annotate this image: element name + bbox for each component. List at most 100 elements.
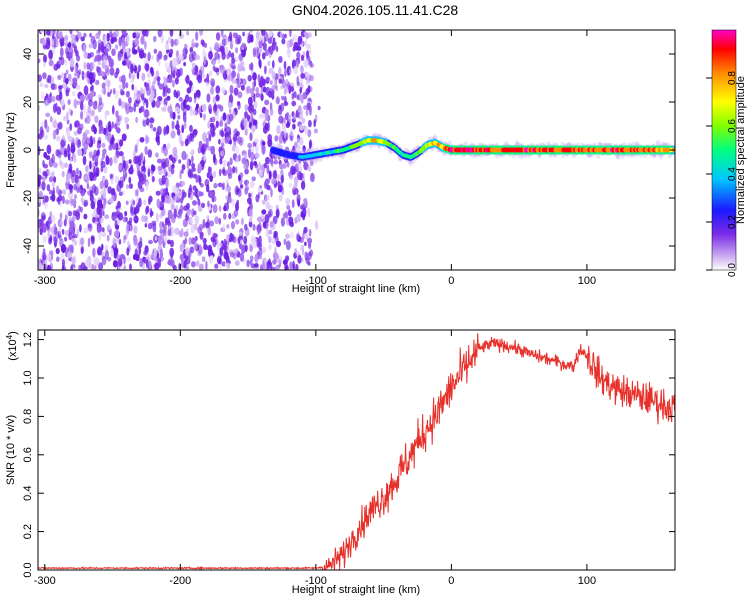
noise-speckle bbox=[254, 152, 260, 159]
noise-speckle bbox=[67, 135, 73, 142]
noise-speckle bbox=[199, 247, 203, 254]
noise-speckle bbox=[228, 113, 234, 122]
noise-speckle bbox=[249, 260, 253, 265]
noise-speckle bbox=[183, 114, 187, 123]
noise-speckle bbox=[172, 57, 177, 68]
noise-speckle bbox=[279, 31, 283, 38]
noise-speckle bbox=[159, 248, 163, 259]
noise-speckle bbox=[192, 173, 198, 179]
noise-speckle bbox=[179, 170, 182, 180]
noise-speckle bbox=[67, 251, 73, 259]
noise-speckle bbox=[221, 137, 226, 144]
noise-speckle bbox=[127, 240, 130, 246]
noise-speckle bbox=[52, 154, 55, 162]
noise-speckle bbox=[47, 253, 52, 262]
noise-speckle bbox=[76, 84, 81, 90]
noise-speckle bbox=[288, 182, 292, 188]
noise-speckle bbox=[138, 241, 143, 249]
noise-speckle bbox=[112, 32, 117, 38]
noise-speckle bbox=[285, 233, 290, 240]
noise-speckle bbox=[181, 243, 185, 251]
noise-speckle bbox=[234, 260, 240, 266]
noise-speckle bbox=[48, 176, 54, 183]
noise-speckle bbox=[303, 31, 308, 37]
noise-speckle bbox=[87, 237, 91, 248]
noise-speckle bbox=[263, 162, 268, 169]
noise-speckle bbox=[155, 212, 159, 223]
noise-speckle bbox=[38, 167, 42, 174]
noise-speckle bbox=[214, 42, 220, 51]
noise-speckle bbox=[191, 67, 196, 73]
noise-speckle bbox=[142, 262, 145, 270]
noise-speckle bbox=[218, 138, 221, 145]
noise-speckle bbox=[110, 178, 114, 185]
noise-speckle bbox=[256, 216, 263, 222]
noise-speckle bbox=[244, 111, 248, 119]
noise-speckle bbox=[147, 149, 153, 158]
noise-speckle bbox=[92, 154, 95, 162]
noise-speckle bbox=[166, 95, 171, 101]
noise-speckle bbox=[289, 30, 292, 38]
noise-speckle bbox=[169, 30, 174, 37]
noise-speckle bbox=[167, 172, 172, 178]
noise-speckle bbox=[172, 111, 176, 120]
noise-speckle bbox=[138, 172, 144, 182]
x-tick-label: -300 bbox=[34, 275, 56, 287]
noise-speckle bbox=[163, 126, 167, 136]
noise-speckle bbox=[283, 238, 287, 245]
noise-speckle bbox=[309, 139, 312, 148]
noise-speckle bbox=[226, 183, 229, 188]
noise-speckle bbox=[38, 74, 42, 82]
noise-speckle bbox=[143, 250, 148, 256]
noise-speckle bbox=[174, 187, 180, 194]
noise-speckle bbox=[289, 68, 293, 75]
noise-speckle bbox=[188, 237, 193, 246]
noise-speckle bbox=[286, 161, 290, 168]
noise-speckle bbox=[185, 74, 190, 85]
noise-speckle bbox=[231, 220, 235, 230]
noise-speckle bbox=[152, 127, 157, 132]
noise-speckle bbox=[300, 180, 306, 190]
noise-speckle bbox=[94, 186, 99, 196]
noise-speckle bbox=[186, 159, 190, 170]
noise-speckle bbox=[278, 104, 282, 110]
noise-speckle bbox=[105, 67, 110, 76]
noise-speckle bbox=[261, 199, 266, 205]
noise-speckle bbox=[198, 140, 203, 149]
noise-speckle bbox=[98, 42, 101, 53]
noise-speckle bbox=[191, 38, 195, 47]
noise-speckle bbox=[249, 160, 254, 171]
noise-speckle bbox=[102, 127, 107, 136]
noise-speckle bbox=[56, 256, 60, 262]
noise-speckle bbox=[92, 216, 96, 223]
noise-speckle bbox=[201, 202, 206, 208]
noise-speckle bbox=[71, 176, 75, 184]
noise-speckle bbox=[261, 209, 267, 215]
noise-speckle bbox=[181, 125, 184, 134]
noise-speckle bbox=[238, 139, 243, 146]
noise-speckle bbox=[224, 46, 229, 55]
noise-speckle bbox=[118, 115, 123, 122]
noise-speckle bbox=[261, 246, 267, 254]
noise-speckle bbox=[59, 47, 64, 58]
noise-speckle bbox=[229, 251, 235, 258]
noise-speckle bbox=[122, 235, 126, 244]
noise-speckle bbox=[113, 87, 116, 95]
noise-speckle bbox=[139, 137, 145, 143]
noise-speckle bbox=[288, 216, 294, 224]
noise-speckle bbox=[283, 156, 289, 164]
noise-speckle bbox=[284, 33, 287, 39]
noise-speckle bbox=[165, 178, 170, 188]
noise-speckle bbox=[313, 128, 318, 134]
noise-speckle bbox=[300, 77, 303, 84]
noise-speckle bbox=[72, 91, 75, 97]
noise-speckle bbox=[101, 256, 107, 266]
snr-panel: -300 -200 -100 0 100 0.0 0.2 0.4 0.6 0.8 1.0 1.2 H… bbox=[5, 329, 676, 596]
noise-speckle bbox=[67, 143, 70, 154]
noise-speckle bbox=[261, 141, 266, 146]
colorbar-label: Normalized spectral amplitude bbox=[735, 76, 747, 224]
noise-speckle bbox=[76, 30, 80, 34]
noise-speckle bbox=[202, 237, 207, 244]
noise-speckle bbox=[243, 118, 248, 129]
noise-speckle bbox=[302, 172, 306, 180]
